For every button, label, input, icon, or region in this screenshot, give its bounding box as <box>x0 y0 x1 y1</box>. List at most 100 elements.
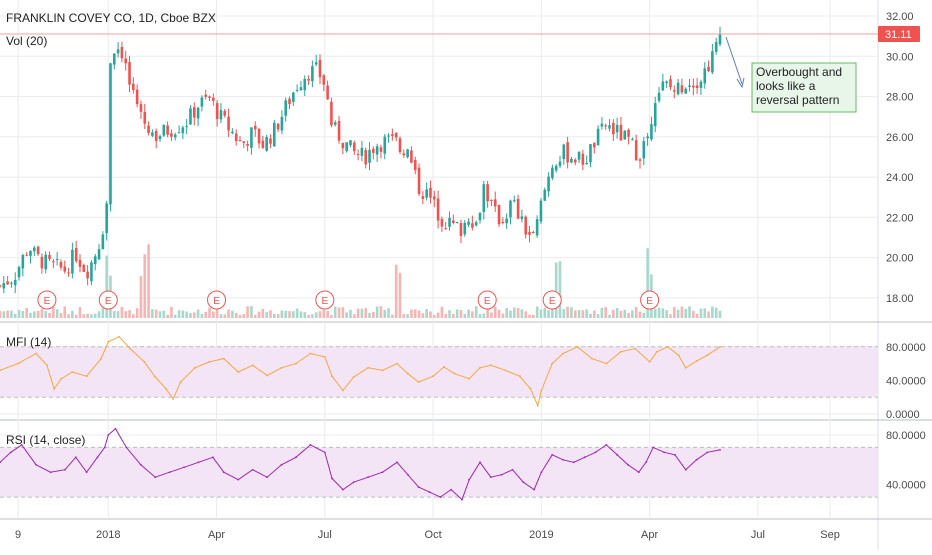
candle-body <box>562 144 566 160</box>
candle-body <box>505 218 508 224</box>
candle-body <box>147 125 150 133</box>
earnings-marker-icon[interactable] <box>477 290 497 310</box>
volume-bar <box>455 309 459 318</box>
rsi-point <box>479 461 481 464</box>
rsi-point <box>9 451 12 454</box>
volume-bar <box>215 308 219 318</box>
volume-bar <box>318 311 322 318</box>
mfi-point <box>85 375 88 378</box>
earnings-marker-icon[interactable] <box>542 290 562 310</box>
volume-bar <box>6 310 9 318</box>
volume-bar <box>177 310 181 318</box>
volume-bar <box>699 308 703 318</box>
candle-body <box>558 161 562 166</box>
volume-bar <box>554 262 558 318</box>
mfi-point <box>309 352 312 355</box>
rsi-point <box>396 461 398 464</box>
candle-body <box>318 59 322 78</box>
volume-bar <box>535 306 539 318</box>
candle-body <box>17 267 21 278</box>
volume-bar <box>383 309 387 318</box>
volume-bar <box>718 310 722 318</box>
candle-body <box>242 141 246 143</box>
candle-body <box>688 85 691 87</box>
volume-bar <box>589 313 592 318</box>
candle-body <box>467 221 470 225</box>
mfi-point <box>590 357 593 360</box>
volume-bar <box>10 310 13 318</box>
volume-bar <box>436 312 440 318</box>
volume-bar <box>135 308 139 318</box>
rsi-point <box>168 471 171 474</box>
volume-bar <box>642 312 646 318</box>
volume-bar <box>132 314 135 318</box>
volume-bar <box>322 309 326 318</box>
earnings-marker-icon[interactable] <box>640 290 660 310</box>
candle-body <box>444 228 448 230</box>
volume-bar <box>162 310 166 318</box>
volume-bar <box>608 314 611 318</box>
candle-body <box>516 198 520 219</box>
volume-bar <box>573 310 577 318</box>
volume-bar <box>349 309 352 318</box>
volume-bar <box>372 311 375 318</box>
mfi-point <box>53 387 56 390</box>
volume-bar <box>63 306 67 318</box>
candle-body <box>612 122 615 135</box>
rsi-point <box>154 476 157 479</box>
candle-body <box>585 162 588 164</box>
mfi-tick-label: 80.0000 <box>886 342 926 354</box>
volume-bar <box>147 244 150 318</box>
candle-body <box>539 200 543 222</box>
candle-body <box>360 147 364 156</box>
candle-body <box>86 271 89 279</box>
rsi-point <box>96 456 99 459</box>
volume-bar <box>212 311 215 318</box>
candle-body <box>32 247 36 252</box>
mfi-point <box>341 389 344 392</box>
volume-bar <box>82 314 86 318</box>
time-tick-label: 9 <box>15 529 21 541</box>
candle-body <box>261 140 265 148</box>
volume-bars <box>0 244 722 318</box>
volume-bar <box>547 310 550 318</box>
volume-bar <box>440 306 444 318</box>
rsi-point <box>183 466 185 469</box>
mfi-point <box>193 366 196 369</box>
candle-body <box>452 220 455 224</box>
candle-body <box>257 128 261 144</box>
mfi-point <box>60 377 63 380</box>
volume-bar <box>688 306 691 318</box>
annotation[interactable]: Overbought and looks like a reversal pat… <box>725 36 857 113</box>
axis-labels: 9 2018 Apr Jul Oct 2019 Apr Jul Sep 18.00 20.00 22.… <box>15 11 926 541</box>
earnings-marker-icon[interactable] <box>315 290 335 310</box>
mfi-point <box>706 354 709 357</box>
mfi-point <box>540 389 543 392</box>
candle-body <box>532 232 535 234</box>
volume-bar <box>413 309 417 318</box>
candle-body <box>490 200 493 202</box>
candle-body <box>280 116 284 131</box>
earnings-marker-icon[interactable] <box>37 290 57 310</box>
candle-body <box>486 184 489 202</box>
candle-body <box>604 125 608 127</box>
volume-bar <box>714 307 718 318</box>
volume-bar <box>21 310 25 318</box>
rsi-point <box>637 471 640 474</box>
volume-bar <box>619 310 623 318</box>
mfi-point <box>165 387 167 390</box>
volume-bar <box>356 308 360 318</box>
volume-bar <box>204 311 208 318</box>
candle-body <box>646 136 649 139</box>
rsi-line <box>0 427 721 501</box>
volume-bar <box>231 310 234 318</box>
earnings-marker-icon[interactable] <box>207 290 227 310</box>
volume-bar <box>493 306 497 318</box>
candle-body <box>29 250 32 256</box>
candle-body <box>139 104 143 112</box>
volume-bar <box>452 313 455 318</box>
volume-bar <box>352 314 356 318</box>
earnings-marker-icon[interactable] <box>98 290 118 310</box>
